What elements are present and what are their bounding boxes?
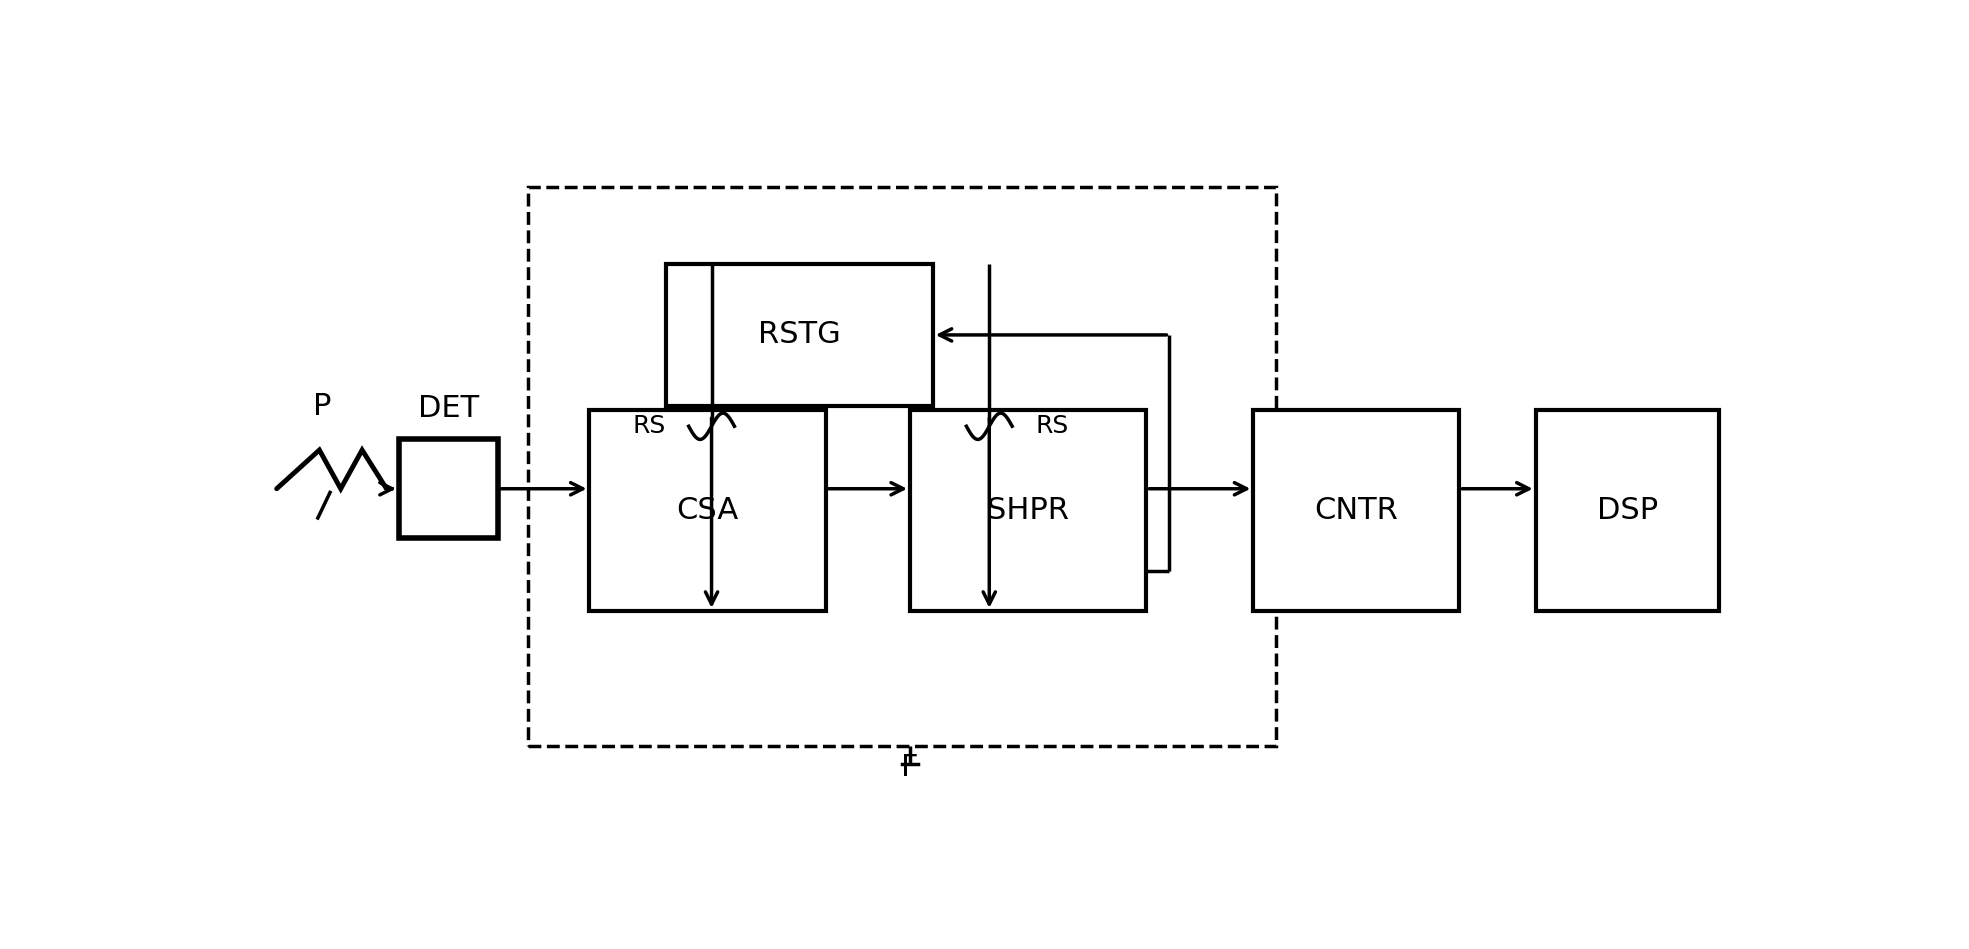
Text: RS: RS	[1036, 415, 1069, 438]
Bar	[528, 187, 1276, 746]
Bar	[398, 439, 498, 538]
Text: CNTR: CNTR	[1315, 495, 1398, 525]
Text: DSP: DSP	[1597, 495, 1658, 525]
Bar	[589, 410, 827, 611]
Bar	[910, 410, 1146, 611]
Bar	[1254, 410, 1459, 611]
Text: DET: DET	[417, 394, 478, 423]
Bar	[666, 264, 933, 406]
Bar	[1536, 410, 1719, 611]
Text: SHPR: SHPR	[986, 495, 1069, 525]
Text: F: F	[902, 754, 920, 783]
Text: P: P	[313, 392, 331, 420]
Text: RSTG: RSTG	[758, 321, 841, 349]
Text: RS: RS	[632, 415, 666, 438]
Text: CSA: CSA	[677, 495, 738, 525]
